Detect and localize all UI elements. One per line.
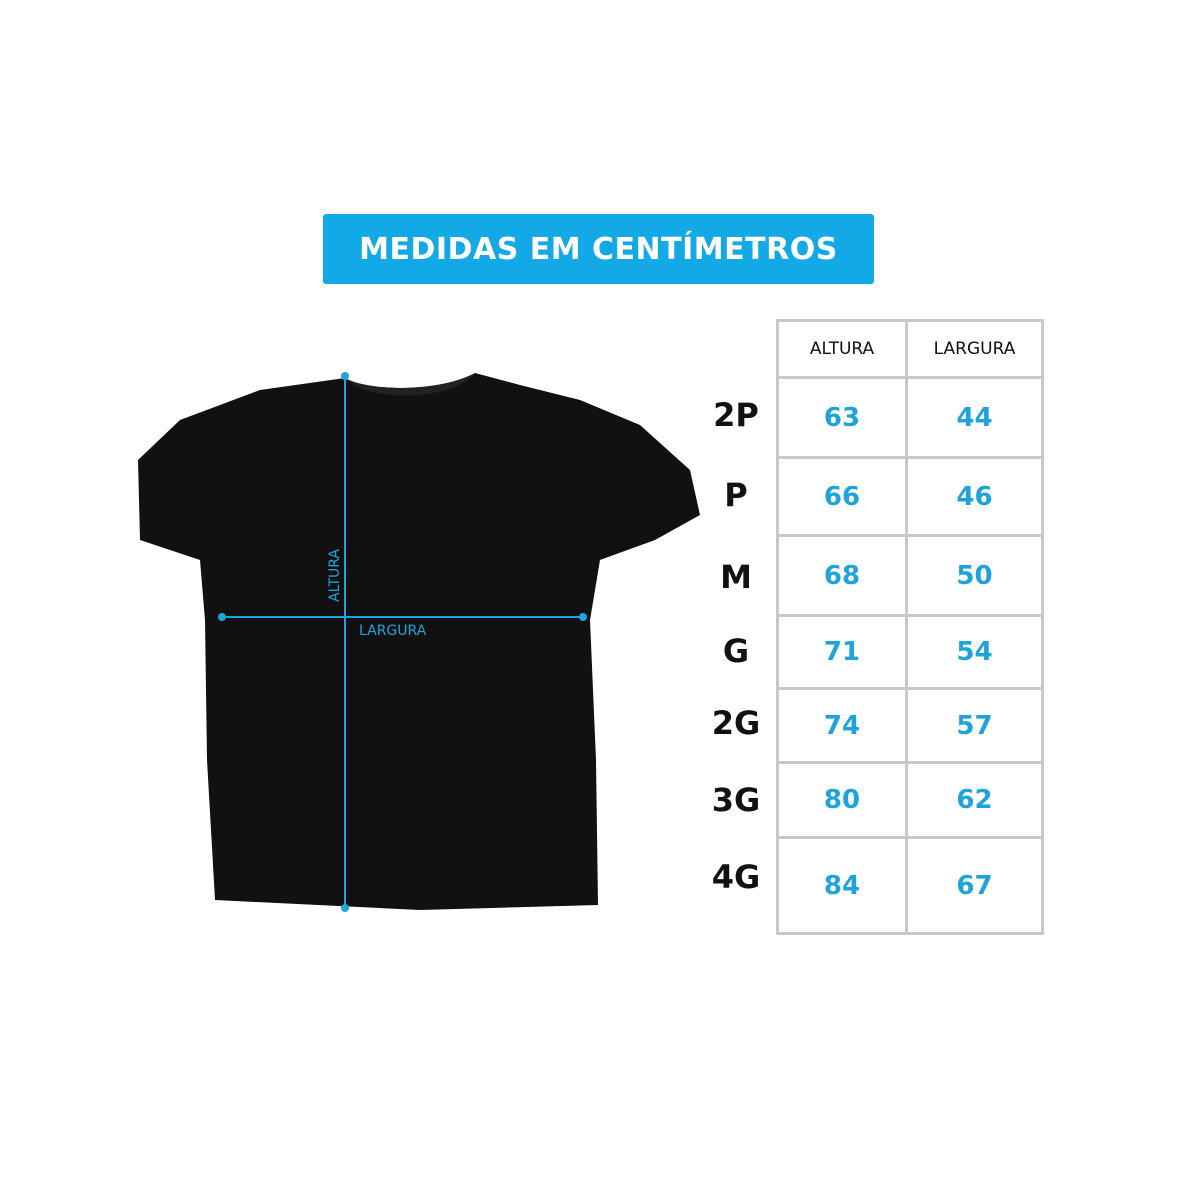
- largura-cell: 62: [905, 761, 1044, 839]
- size-label: P: [724, 476, 748, 514]
- largura-cell: 54: [905, 614, 1044, 690]
- altura-cell: 68: [776, 534, 908, 617]
- header-altura: ALTURA: [776, 319, 908, 379]
- height-label: ALTURA: [327, 549, 343, 602]
- header-largura: LARGURA: [905, 319, 1044, 379]
- size-label: G: [722, 632, 750, 670]
- altura-cell: 66: [776, 456, 908, 537]
- largura-cell: 67: [905, 836, 1044, 935]
- size-label: M: [720, 558, 752, 596]
- altura-cell: 80: [776, 761, 908, 839]
- size-label: 4G: [711, 858, 761, 896]
- size-table: ALTURA LARGURA 63 44 66 46 68 50 71 54 74 57 8…: [776, 319, 1044, 935]
- largura-cell: 46: [905, 456, 1044, 537]
- largura-cell: 44: [905, 376, 1044, 459]
- width-label: LARGURA: [359, 623, 427, 639]
- altura-cell: 84: [776, 836, 908, 935]
- size-label: 3G: [711, 781, 761, 819]
- table-row: 84 67: [776, 836, 1044, 935]
- size-label: 2P: [713, 396, 759, 434]
- table-row: 74 57: [776, 687, 1044, 764]
- altura-cell: 63: [776, 376, 908, 459]
- altura-cell: 71: [776, 614, 908, 690]
- table-row: 66 46: [776, 456, 1044, 537]
- altura-cell: 74: [776, 687, 908, 764]
- largura-cell: 57: [905, 687, 1044, 764]
- table-row: 71 54: [776, 614, 1044, 690]
- table-row: 68 50: [776, 534, 1044, 617]
- table-row: 63 44: [776, 376, 1044, 459]
- largura-cell: 50: [905, 534, 1044, 617]
- table-row: 80 62: [776, 761, 1044, 839]
- banner-title: MEDIDAS EM CENTÍMETROS: [359, 231, 838, 267]
- size-label: 2G: [711, 704, 761, 742]
- tshirt-shape: [138, 373, 700, 910]
- title-banner: MEDIDAS EM CENTÍMETROS: [323, 214, 874, 284]
